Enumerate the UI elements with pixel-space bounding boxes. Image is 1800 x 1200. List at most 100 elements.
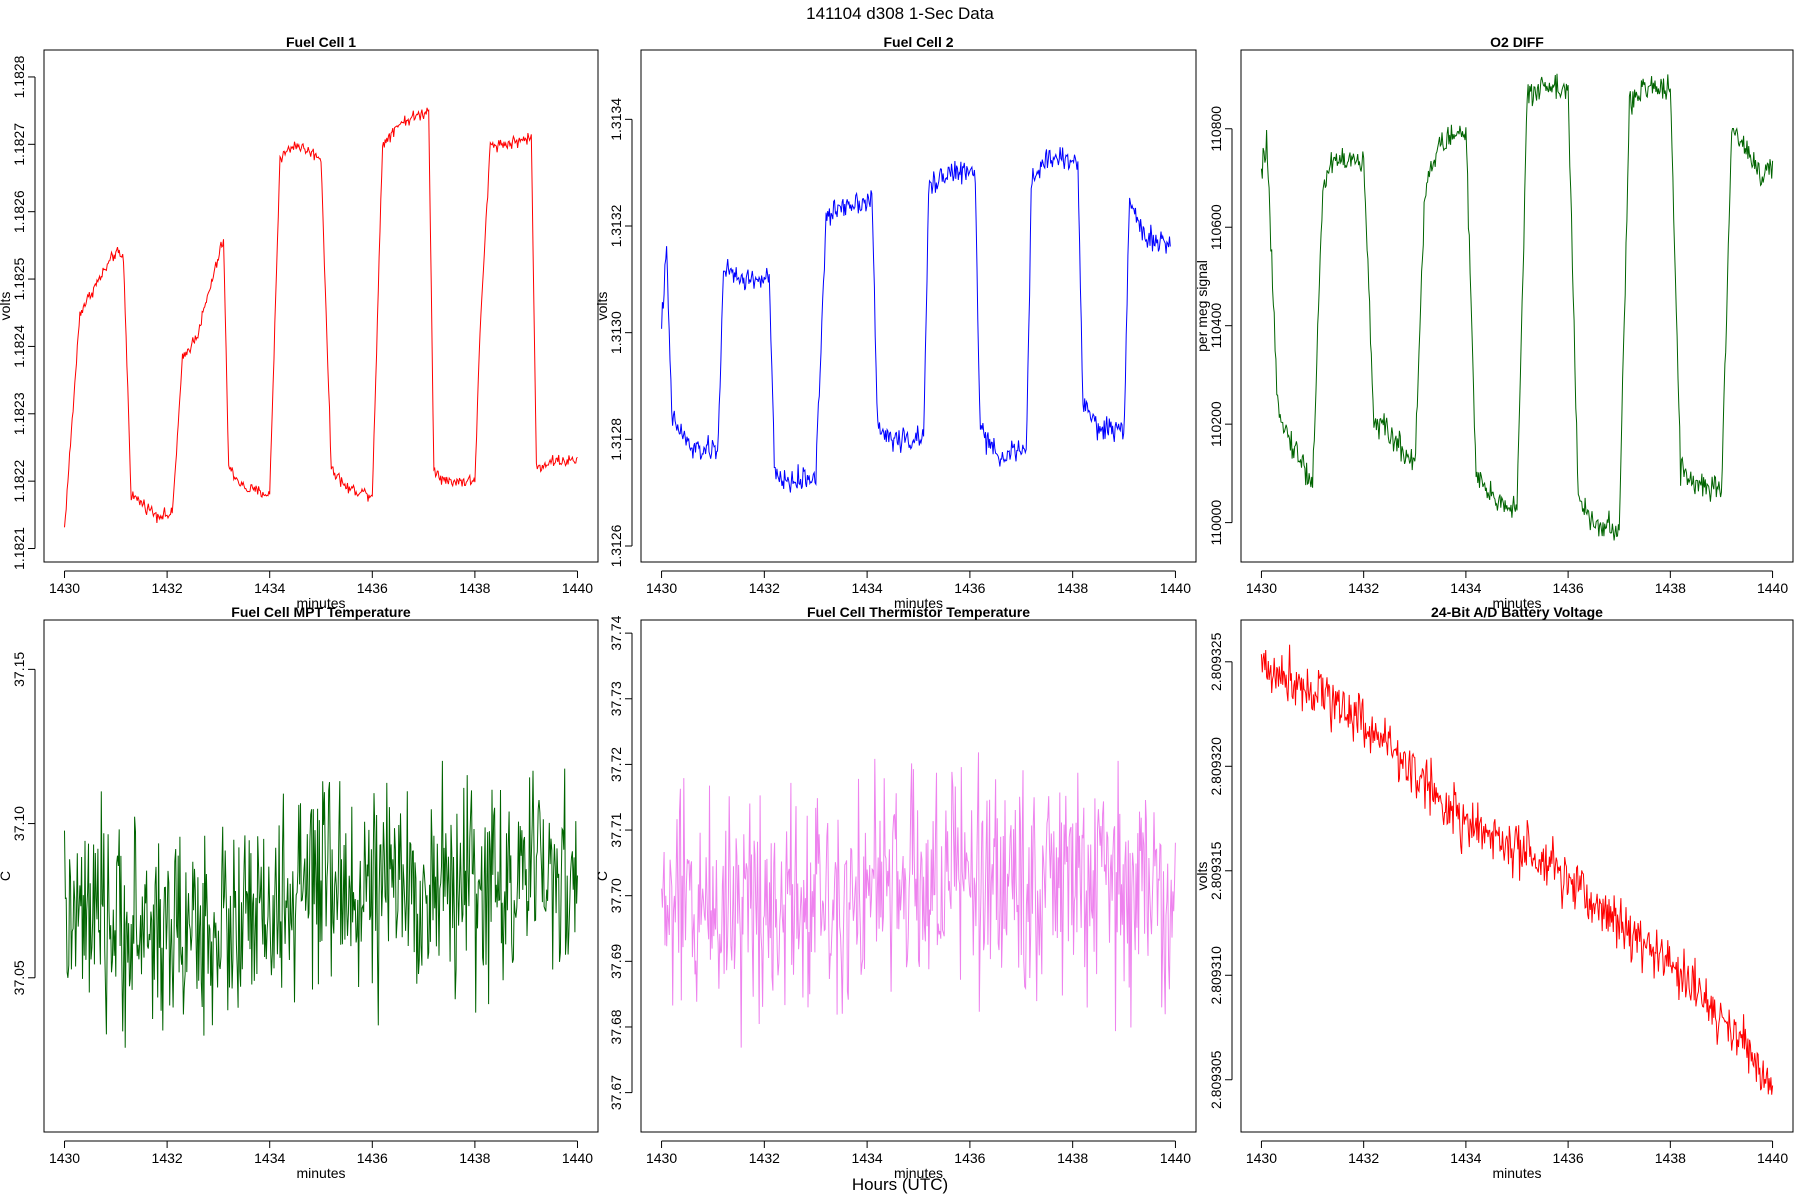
x-tick-label: 1438: [459, 580, 490, 596]
y-tick-label: 110400: [1208, 303, 1224, 349]
panel-title: Fuel Cell MPT Temperature: [231, 604, 411, 620]
y-axis-label: volts: [0, 292, 13, 321]
y-tick-label: 37.10: [11, 806, 27, 841]
y-tick-label: 37.73: [608, 681, 624, 716]
x-tick-label: 1438: [459, 1150, 490, 1166]
y-tick-label: 37.68: [608, 1009, 624, 1044]
x-tick-label: 1432: [152, 580, 183, 596]
figure-xlabel: Hours (UTC): [852, 1175, 948, 1194]
x-tick-label: 1432: [152, 1150, 183, 1166]
x-axis-label: minutes: [1492, 1165, 1541, 1181]
y-tick-label: 2.809325: [1208, 632, 1224, 691]
y-tick-label: 1.3132: [608, 204, 624, 247]
y-tick-label: 1.1826: [11, 190, 27, 233]
y-tick-label: 37.74: [608, 615, 624, 650]
x-tick-label: 1436: [357, 580, 388, 596]
x-tick-label: 1436: [357, 1150, 388, 1166]
y-tick-label: 37.71: [608, 812, 624, 847]
x-tick-label: 1432: [749, 1150, 780, 1166]
y-tick-label: 37.15: [11, 652, 27, 687]
x-axis-label: minutes: [894, 595, 943, 611]
x-axis-label: minutes: [296, 595, 345, 611]
y-tick-label: 37.05: [11, 960, 27, 995]
y-tick-label: 1.1828: [11, 55, 27, 98]
x-tick-label: 1440: [1160, 580, 1191, 596]
y-tick-label: 110600: [1208, 204, 1224, 250]
x-tick-label: 1440: [562, 580, 593, 596]
y-axis-label: C: [0, 871, 13, 881]
panel-4: Fuel Cell MPT Temperature 1430 1432 1434 143…: [0, 604, 599, 1181]
panels: Fuel Cell 1 1430 1432 1434 1436 1438 1440 minut…: [0, 34, 1794, 1181]
plot-frame: [640, 619, 1197, 1133]
plot-frame: [640, 49, 1197, 563]
x-tick-label: 1438: [1057, 1150, 1088, 1166]
series-line: [64, 760, 578, 1048]
y-tick-label: 1.3128: [608, 418, 624, 461]
y-axis-label: volts: [594, 292, 610, 321]
x-tick-label: 1434: [254, 1150, 285, 1166]
y-axis-label: per meg signal: [1194, 260, 1210, 352]
x-tick-label: 1434: [1450, 1150, 1481, 1166]
y-tick-label: 1.1824: [11, 325, 27, 368]
panel-2: Fuel Cell 2 1430 1432 1434 1436 1438 1440 minut…: [594, 34, 1197, 611]
plot-frame: [1240, 619, 1794, 1133]
y-tick-label: 1.1825: [11, 257, 27, 300]
y-tick-label: 1.1821: [11, 527, 27, 570]
x-tick-label: 1440: [562, 1150, 593, 1166]
x-tick-label: 1434: [852, 1150, 883, 1166]
x-tick-label: 1434: [852, 580, 883, 596]
panel-6: 24-Bit A/D Battery Voltage 1430 1432 1434 14…: [1194, 604, 1794, 1181]
plot-frame: [1240, 49, 1794, 563]
x-axis-label: minutes: [1492, 595, 1541, 611]
panel-1: Fuel Cell 1 1430 1432 1434 1436 1438 1440 minut…: [0, 34, 599, 611]
y-tick-label: 2.809310: [1208, 946, 1224, 1005]
x-tick-label: 1436: [1553, 580, 1584, 596]
x-tick-label: 1430: [1246, 1150, 1277, 1166]
panel-title: Fuel Cell Thermistor Temperature: [807, 604, 1030, 620]
x-tick-label: 1436: [1553, 1150, 1584, 1166]
y-tick-label: 110000: [1208, 500, 1224, 546]
y-axis-label: C: [594, 871, 610, 881]
y-tick-label: 37.69: [608, 944, 624, 979]
series-line: [64, 107, 578, 528]
panel-5: Fuel Cell Thermistor Temperature 1430 1432…: [594, 604, 1197, 1181]
y-tick-label: 1.1827: [11, 123, 27, 166]
x-tick-label: 1432: [1348, 1150, 1379, 1166]
y-axis-label: volts: [1194, 862, 1210, 891]
y-tick-label: 37.70: [608, 878, 624, 913]
y-tick-label: 2.809315: [1208, 841, 1224, 900]
x-tick-label: 1430: [646, 580, 677, 596]
x-tick-label: 1430: [1246, 580, 1277, 596]
y-tick-label: 2.809320: [1208, 737, 1224, 796]
x-tick-label: 1434: [1450, 580, 1481, 596]
x-tick-label: 1436: [954, 580, 985, 596]
x-axis-label: minutes: [894, 1165, 943, 1181]
panel-title: O2 DIFF: [1490, 34, 1544, 50]
series-line: [661, 752, 1176, 1048]
x-tick-label: 1440: [1757, 580, 1788, 596]
panel-3: O2 DIFF 1430 1432 1434 1436 1438 1440 minutes 11…: [1194, 34, 1794, 611]
x-tick-label: 1432: [1348, 580, 1379, 596]
series-line: [1260, 73, 1774, 541]
x-tick-label: 1440: [1757, 1150, 1788, 1166]
y-tick-label: 37.72: [608, 747, 624, 782]
x-axis-label: minutes: [296, 1165, 345, 1181]
x-tick-label: 1430: [49, 580, 80, 596]
y-tick-label: 1.1822: [11, 460, 27, 503]
x-tick-label: 1434: [254, 580, 285, 596]
x-tick-label: 1436: [954, 1150, 985, 1166]
y-tick-label: 37.67: [608, 1075, 624, 1110]
series-line: [1260, 644, 1774, 1095]
x-tick-label: 1430: [646, 1150, 677, 1166]
x-tick-label: 1440: [1160, 1150, 1191, 1166]
y-tick-label: 1.3130: [608, 311, 624, 354]
y-tick-label: 1.3134: [608, 98, 624, 141]
y-tick-label: 110200: [1208, 401, 1224, 447]
y-tick-label: 2.809305: [1208, 1050, 1224, 1109]
figure-title: 141104 d308 1-Sec Data: [806, 4, 994, 23]
y-tick-label: 1.3126: [608, 524, 624, 567]
series-line: [661, 147, 1171, 493]
x-tick-label: 1430: [49, 1150, 80, 1166]
